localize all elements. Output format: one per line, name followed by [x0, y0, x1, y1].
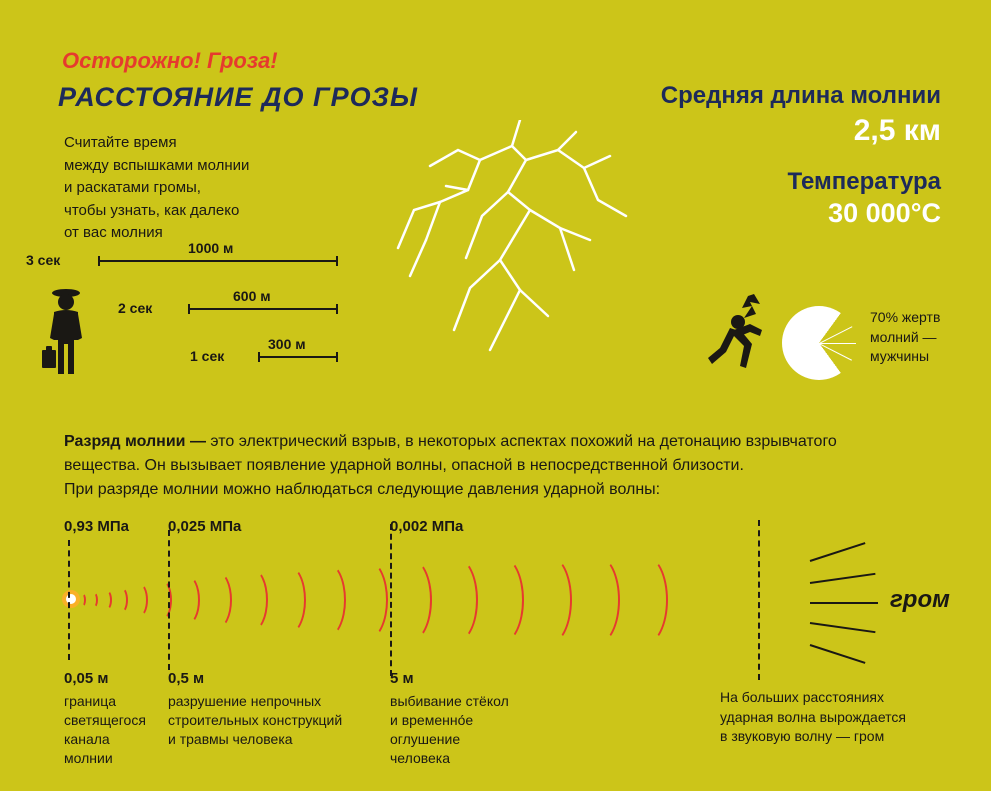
struck-person-icon — [700, 294, 772, 372]
shockwave-arc — [527, 555, 572, 645]
sound-flash-line — [810, 644, 866, 664]
distance-seconds-label: 2 сек — [118, 300, 152, 316]
shockwave-arc — [79, 593, 86, 607]
distance-meters-label: 600 м — [233, 288, 271, 304]
pressure-label: 0,025 МПа — [168, 518, 241, 535]
distance-bar — [98, 260, 338, 262]
shockwave-arc — [90, 592, 98, 608]
shockwave-arc — [131, 583, 148, 617]
pressure-label: 0,93 МПа — [64, 518, 129, 535]
shockwave-arc — [308, 562, 346, 638]
thunder-label: гром — [890, 586, 950, 614]
stat-temp-value: 30 000°С — [828, 198, 941, 229]
stat-length-label: Средняя длина молнии — [661, 82, 941, 110]
shockwave-marker — [168, 530, 170, 670]
sound-flash-line — [810, 622, 876, 633]
shockwave-marker — [758, 520, 760, 680]
lightning-icon — [370, 120, 650, 380]
distance-label: 0,05 м — [64, 670, 108, 687]
distance-seconds-label: 3 сек — [26, 252, 60, 268]
victim-stat-text: 70% жертвмолний —мужчины — [870, 308, 940, 367]
distance-seconds-label: 1 сек — [190, 348, 224, 364]
discharge-paragraph: Разряд молнии — это электрический взрыв,… — [64, 430, 837, 502]
alert-heading: Осторожно! Гроза! — [62, 48, 278, 74]
sound-flash-line — [810, 602, 878, 604]
shockwave-marker — [390, 524, 392, 676]
shockwave-arc — [575, 555, 620, 645]
shockwave-arc — [623, 555, 668, 645]
shockwave-arc — [271, 565, 306, 635]
pressure-label: 0,002 МПа — [390, 518, 463, 535]
sound-flash-line — [810, 573, 876, 584]
distance-bar — [258, 356, 338, 358]
distance-label: 0,5 м — [168, 670, 204, 687]
shockwave-arc — [115, 587, 128, 613]
shockwave-arc — [480, 556, 524, 644]
final-note: На больших расстоянияхударная волна выро… — [720, 688, 906, 747]
effect-description: разрушение непрочныхстроительных констру… — [168, 692, 342, 749]
pie-wedge-lines — [782, 306, 856, 380]
stat-length-value: 2,5 км — [854, 114, 941, 148]
shockwave-arc — [348, 560, 388, 640]
effect-description: выбивание стёколи временно́еоглушениечел… — [390, 692, 509, 768]
shockwave-arc — [435, 557, 478, 643]
distance-bar — [188, 308, 338, 310]
shockwave-arc — [390, 558, 432, 642]
distance-label: 5 м — [390, 670, 414, 687]
instruction-text: Считайте времямежду вспышками молниии ра… — [64, 132, 249, 245]
victim-pie-chart — [782, 306, 856, 380]
shockwave-arc — [102, 590, 112, 610]
main-title: РАССТОЯНИЕ ДО ГРОЗЫ — [58, 82, 418, 113]
stat-temp-label: Температура — [788, 168, 942, 196]
effect-description: границасветящегосяканаламолнии — [64, 692, 146, 768]
shockwave-arc — [203, 571, 232, 629]
shockwave-arc — [236, 568, 268, 632]
distance-meters-label: 300 м — [268, 336, 306, 352]
distance-meters-label: 1000 м — [188, 240, 233, 256]
shockwave-marker — [68, 540, 70, 660]
shockwave-arc — [175, 575, 200, 625]
person-icon — [38, 284, 94, 378]
sound-flash-line — [810, 542, 866, 562]
